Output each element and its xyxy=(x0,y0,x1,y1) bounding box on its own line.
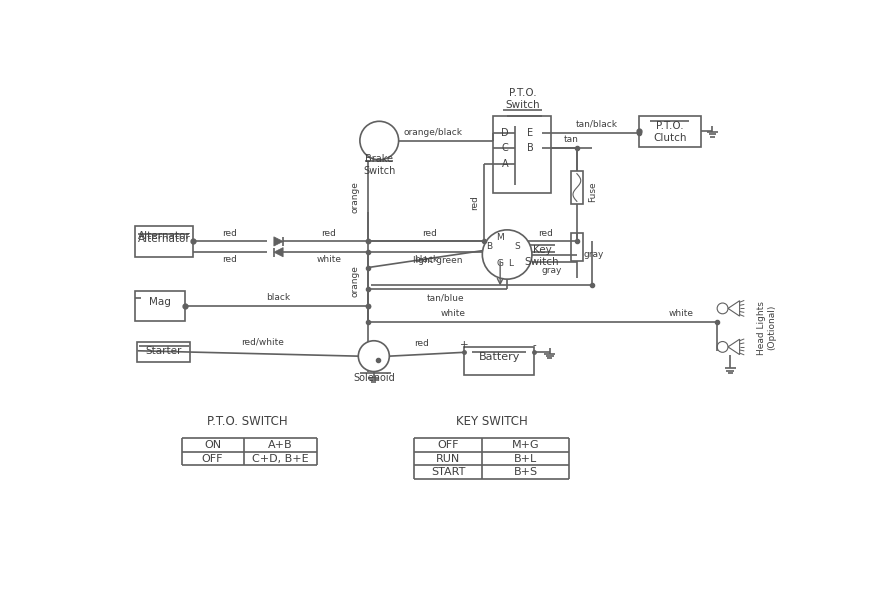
Text: Solenoid: Solenoid xyxy=(352,373,394,383)
Text: M+G: M+G xyxy=(511,440,539,450)
Text: red: red xyxy=(538,229,552,238)
Circle shape xyxy=(358,341,389,371)
Text: white: white xyxy=(316,255,341,264)
Text: Mag: Mag xyxy=(148,297,171,307)
Text: tan/black: tan/black xyxy=(575,120,617,129)
Text: A+B: A+B xyxy=(267,440,292,450)
Bar xyxy=(570,233,582,261)
Bar xyxy=(570,170,582,205)
Text: B: B xyxy=(527,143,533,153)
Text: red: red xyxy=(469,196,478,210)
Text: C+D, B+E: C+D, B+E xyxy=(251,454,308,463)
Bar xyxy=(135,226,193,257)
Text: tan: tan xyxy=(563,135,578,145)
Bar xyxy=(493,116,551,193)
Text: B+S: B+S xyxy=(513,468,537,478)
Text: START: START xyxy=(431,468,465,478)
Text: KEY SWITCH: KEY SWITCH xyxy=(455,415,527,428)
Text: Alternator: Alternator xyxy=(138,232,190,242)
Text: A: A xyxy=(501,159,508,169)
Text: gray: gray xyxy=(541,266,561,275)
Circle shape xyxy=(359,121,398,160)
Text: P.T.O. SWITCH: P.T.O. SWITCH xyxy=(207,415,288,428)
Text: S: S xyxy=(514,242,519,251)
Text: E: E xyxy=(527,128,533,138)
Bar xyxy=(638,116,700,147)
Text: Alternator: Alternator xyxy=(138,234,190,244)
Text: Brake
Switch: Brake Switch xyxy=(363,154,395,176)
Text: white: white xyxy=(440,309,465,318)
Text: orange: orange xyxy=(350,265,359,297)
Text: B: B xyxy=(485,242,492,251)
Text: Starter: Starter xyxy=(146,346,181,356)
Text: P.T.O.
Clutch: P.T.O. Clutch xyxy=(653,121,686,143)
Text: orange: orange xyxy=(350,181,359,213)
Text: black: black xyxy=(266,293,291,302)
Text: +: + xyxy=(460,340,468,349)
Text: Key
Switch: Key Switch xyxy=(524,245,559,267)
Text: Head Lights
(Optional): Head Lights (Optional) xyxy=(756,301,776,354)
Text: ON: ON xyxy=(204,440,221,450)
Text: red/white: red/white xyxy=(241,338,284,347)
Bar xyxy=(138,341,190,362)
Text: OFF: OFF xyxy=(202,454,224,463)
Text: C: C xyxy=(501,143,508,153)
Bar xyxy=(464,347,534,375)
Text: Battery: Battery xyxy=(478,352,519,362)
Bar xyxy=(135,291,185,321)
Text: red: red xyxy=(422,229,436,238)
Text: tan/blue: tan/blue xyxy=(426,293,463,302)
Circle shape xyxy=(482,230,531,279)
Text: light green: light green xyxy=(412,256,461,265)
Text: B+L: B+L xyxy=(513,454,536,463)
Text: red: red xyxy=(414,340,429,348)
Text: orange/black: orange/black xyxy=(403,128,462,137)
Text: white: white xyxy=(668,309,693,318)
Text: D: D xyxy=(501,128,508,138)
Text: M: M xyxy=(495,233,503,242)
Text: gray: gray xyxy=(582,250,603,259)
Text: red: red xyxy=(222,255,237,264)
Text: P.T.O.
Switch: P.T.O. Switch xyxy=(505,88,539,110)
Polygon shape xyxy=(274,248,283,257)
Text: L: L xyxy=(508,259,513,268)
Text: OFF: OFF xyxy=(437,440,459,450)
Text: -: - xyxy=(532,340,536,349)
Polygon shape xyxy=(274,237,283,246)
Text: red: red xyxy=(222,229,237,238)
Text: RUN: RUN xyxy=(435,454,460,463)
Text: black: black xyxy=(413,255,437,264)
Text: Fuse: Fuse xyxy=(587,181,596,202)
Text: red: red xyxy=(321,229,336,238)
Text: G: G xyxy=(496,259,503,268)
